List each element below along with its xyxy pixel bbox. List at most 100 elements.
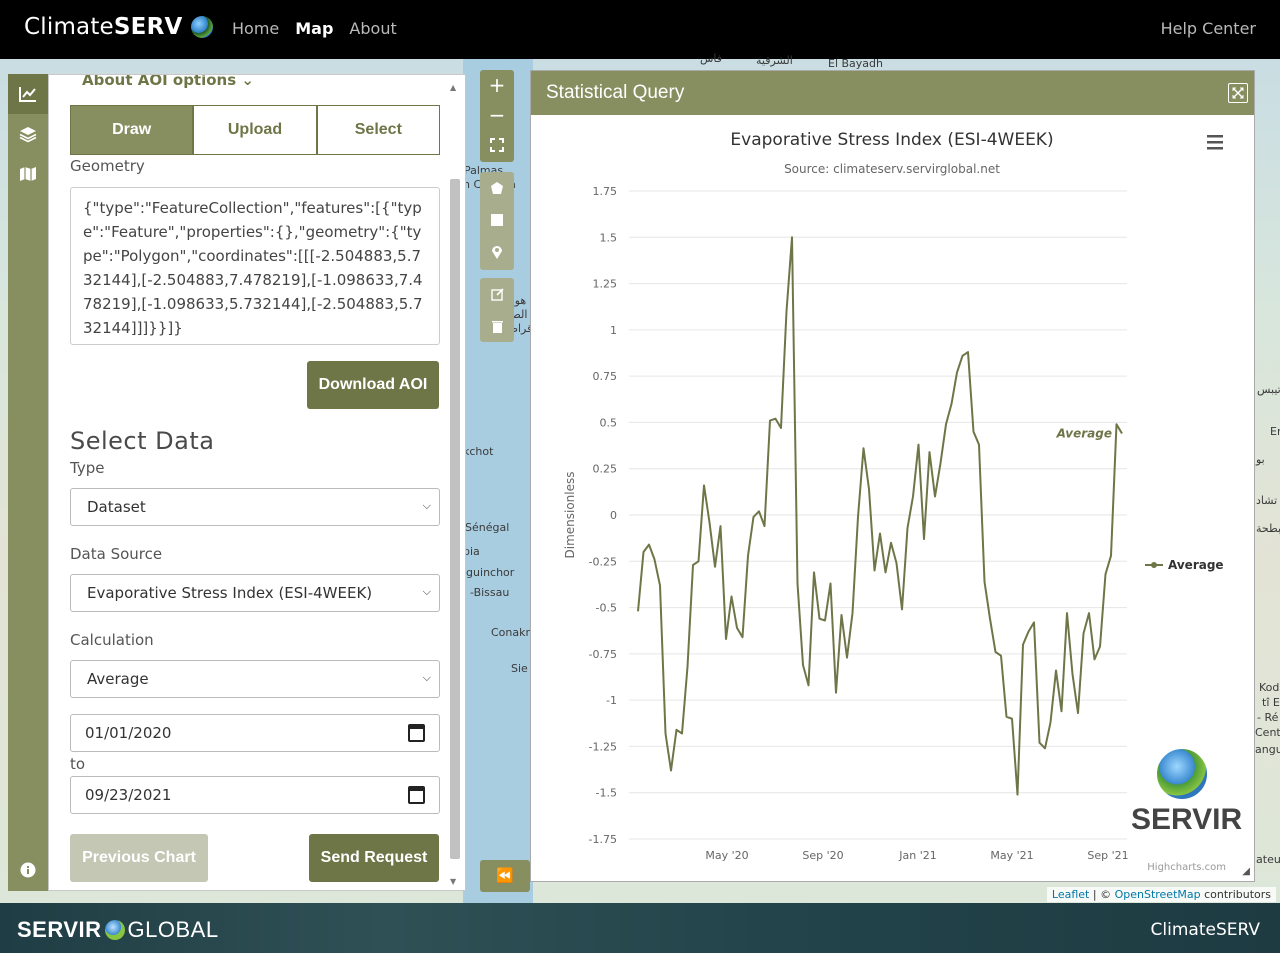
- chart-menu-icon[interactable]: [1207, 135, 1223, 150]
- zoom-out-button[interactable]: −: [488, 103, 506, 127]
- y-tick-label: -0.75: [589, 648, 617, 661]
- zoom-in-button[interactable]: +: [488, 73, 506, 97]
- y-axis-label: Dimensionless: [563, 471, 577, 558]
- map-place-label: bia: [463, 545, 480, 558]
- globe-icon: [1155, 747, 1209, 801]
- draw-polygon-icon[interactable]: [480, 172, 514, 204]
- select-data-heading: Select Data: [70, 427, 215, 455]
- brand-light: Climate: [24, 14, 114, 40]
- statistical-query-window: Statistical Query Evaporative Stress Ind…: [530, 70, 1255, 882]
- map-place-label: الشرقية: [756, 54, 793, 67]
- app-logo[interactable]: Climate SERV: [24, 14, 213, 40]
- y-tick-label: -0.25: [589, 555, 617, 568]
- aoi-options-toggle[interactable]: About AOI options ⌄: [82, 74, 254, 89]
- previous-chart-button[interactable]: Previous Chart: [70, 834, 208, 882]
- calculation-select[interactable]: Average ⌵: [70, 660, 440, 698]
- stat-window-title: Statistical Query: [546, 82, 685, 103]
- fullscreen-icon[interactable]: [480, 130, 514, 160]
- chart-legend[interactable]: Average: [1145, 558, 1224, 572]
- map-place-label: Sie: [511, 662, 528, 675]
- edit-layers-icon[interactable]: [480, 278, 514, 310]
- map-place-label: tî E: [1262, 696, 1280, 709]
- map-place-label: -Bissau: [470, 586, 510, 599]
- zoom-control: + −: [480, 70, 514, 162]
- scroll-down-icon[interactable]: ▼: [450, 877, 457, 886]
- layers-icon[interactable]: [8, 114, 48, 154]
- legend-item-average: Average: [1168, 558, 1224, 572]
- attribution-separator: | ©: [1089, 888, 1115, 901]
- aoi-method-tabs: Draw Upload Select: [70, 105, 440, 155]
- map-place-label: Cent: [1255, 726, 1280, 739]
- y-tick-label: 0.5: [600, 416, 618, 429]
- chart-icon[interactable]: [8, 74, 48, 114]
- map-place-label: El Bayadh: [828, 57, 883, 70]
- map-place-label: Conakr: [491, 626, 531, 639]
- calendar-icon[interactable]: [408, 724, 425, 742]
- y-tick-label: 1.5: [600, 231, 618, 244]
- data-source-select[interactable]: Evaporative Stress Index (ESI-4WEEK) ⌵: [70, 574, 440, 612]
- top-nav-bar: Climate SERV Home Map About Help Center: [0, 0, 1280, 59]
- map-icon[interactable]: [8, 154, 48, 194]
- osm-link[interactable]: OpenStreetMap: [1114, 888, 1201, 901]
- tab-upload[interactable]: Upload: [193, 105, 317, 155]
- footer-app-name: ClimateSERV: [1150, 920, 1260, 940]
- tab-draw[interactable]: Draw: [70, 105, 194, 155]
- help-center-link[interactable]: Help Center: [1160, 19, 1256, 38]
- end-date-input[interactable]: 09/23/2021: [70, 776, 440, 814]
- esi-line-chart[interactable]: Evaporative Stress Index (ESI-4WEEK) Sou…: [531, 115, 1254, 881]
- y-tick-label: 1.75: [593, 185, 618, 198]
- map-place-label: Sénégal: [465, 521, 510, 534]
- highcharts-credit[interactable]: Highcharts.com: [1147, 862, 1226, 873]
- info-icon[interactable]: [8, 850, 48, 890]
- servir-logo: SERVIR: [1131, 747, 1242, 837]
- geometry-textarea[interactable]: {"type":"FeatureCollection","features":[…: [70, 187, 440, 345]
- y-tick-label: 0.25: [593, 463, 618, 476]
- nav-map[interactable]: Map: [295, 19, 334, 38]
- series-line-average[interactable]: [637, 236, 1123, 796]
- chevron-down-icon: ⌵: [422, 585, 431, 598]
- calendar-icon[interactable]: [408, 786, 425, 804]
- map-attribution: Leaflet | © OpenStreetMap contributors: [1046, 887, 1276, 902]
- left-rail: [8, 74, 48, 891]
- sidebar-scrollbar[interactable]: ▲ ▼: [449, 83, 461, 886]
- stat-window-header: Statistical Query: [531, 71, 1254, 115]
- chevron-down-icon: ⌄: [241, 74, 254, 89]
- send-request-button[interactable]: Send Request: [309, 834, 439, 882]
- map-place-label: البطحة: [1256, 522, 1280, 535]
- servir-global-logo[interactable]: SERVIR GLOBAL: [17, 917, 219, 943]
- y-tick-label: -1.5: [596, 787, 617, 800]
- chevron-down-icon: ⌵: [422, 499, 431, 512]
- leaflet-link[interactable]: Leaflet: [1051, 888, 1090, 901]
- draw-rectangle-icon[interactable]: [480, 204, 514, 236]
- draw-toolbar: [480, 172, 514, 270]
- delete-layers-icon[interactable]: [480, 310, 514, 342]
- scroll-up-icon[interactable]: ▲: [450, 83, 457, 92]
- tab-select[interactable]: Select: [316, 105, 440, 155]
- collapse-icon[interactable]: [1228, 83, 1248, 103]
- y-tick-label: -0.5: [596, 602, 617, 615]
- footer: SERVIR GLOBAL ClimateSERV: [0, 903, 1280, 953]
- map-place-label: Er: [1270, 425, 1280, 438]
- map-place-label: - Ré: [1257, 711, 1279, 724]
- x-tick-label: May '21: [990, 849, 1033, 862]
- nav-home[interactable]: Home: [232, 19, 280, 38]
- draw-marker-icon[interactable]: [480, 236, 514, 268]
- y-tick-label: -1.75: [589, 833, 617, 846]
- type-label: Type: [70, 459, 105, 477]
- y-tick-label: 0.75: [593, 370, 618, 383]
- x-tick-label: May '20: [705, 849, 748, 862]
- series-data-label: Average: [1056, 427, 1112, 441]
- scrollbar-thumb[interactable]: [450, 179, 460, 859]
- download-aoi-button[interactable]: Download AOI: [307, 361, 439, 409]
- main-nav: Home Map About: [232, 19, 397, 38]
- sidebar-panel: About AOI options ⌄ Draw Upload Select G…: [48, 74, 466, 891]
- map-place-label: فاس: [700, 52, 723, 65]
- rewind-icon[interactable]: ⏪: [480, 860, 530, 892]
- y-tick-label: -1: [606, 694, 617, 707]
- nav-about[interactable]: About: [349, 19, 397, 38]
- map-place-label: بو: [1256, 453, 1265, 466]
- map-place-label: تيبس: [1257, 383, 1280, 396]
- start-date-input[interactable]: 01/01/2020: [70, 714, 440, 752]
- type-select[interactable]: Dataset ⌵: [70, 488, 440, 526]
- resize-handle-icon[interactable]: ◢: [1242, 866, 1250, 877]
